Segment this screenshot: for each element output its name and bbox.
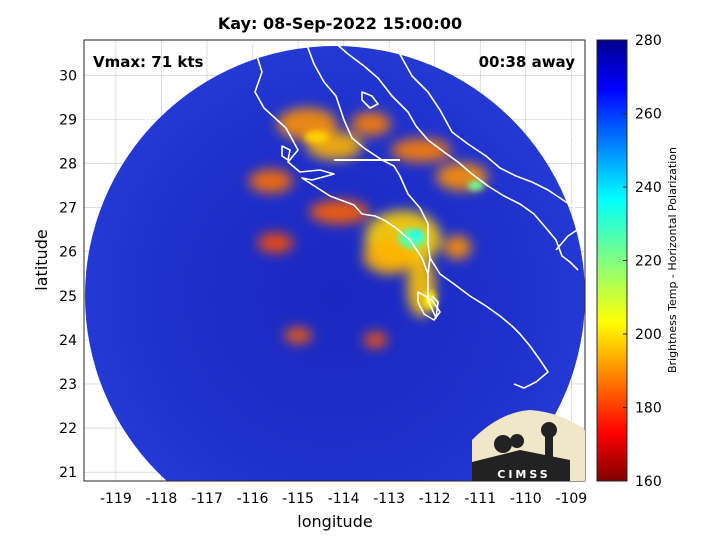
x-tick-label: -109: [555, 491, 587, 507]
logo-building: [472, 450, 570, 481]
convective-core: [424, 290, 437, 311]
mainland-far-east: [555, 225, 585, 251]
lower-cape-outline: [417, 291, 441, 321]
convective-core: [467, 180, 484, 191]
colorbar-tick-label: 160: [635, 474, 662, 490]
cloud-region: [277, 107, 338, 140]
cimss-logo: CIMSS: [472, 410, 585, 481]
y-tick-labels: 21 22 23 24 25 26 27 28 29 30: [59, 68, 77, 481]
cloud-region: [363, 238, 416, 275]
colorbar-tick-label: 260: [635, 107, 662, 123]
x-tick-label: -113: [373, 491, 405, 507]
cloud-region: [257, 232, 294, 253]
time-offset-label: 00:38 away: [479, 53, 576, 71]
x-tick-label: -110: [510, 491, 542, 507]
x-tick-label: -114: [328, 491, 360, 507]
swath-disk: [85, 46, 585, 481]
us-mexico-east-edge: [565, 139, 585, 153]
x-tick-label: -112: [419, 491, 451, 507]
axes-frame: [83, 39, 586, 482]
cedros-island: [143, 109, 153, 123]
plot-title: Kay: 08-Sep-2022 15:00:00: [218, 14, 462, 33]
microwave-swath: [85, 46, 585, 481]
convective-core: [410, 229, 423, 240]
colorbar-tick-labels: 160 180 200 220 240 260 280: [623, 33, 662, 490]
logo-tower-tank: [541, 422, 557, 438]
y-tick-label: 30: [59, 68, 77, 84]
logo-dish-1: [494, 435, 512, 453]
logo-text: CIMSS: [497, 468, 550, 481]
colorbar-tick-label: 220: [635, 254, 662, 270]
mainland-interior-outline: [391, 40, 585, 223]
y-tick-label: 28: [59, 156, 77, 172]
cloud-region: [248, 169, 293, 194]
cloud-region: [443, 235, 472, 260]
cloud-region: [350, 111, 391, 136]
colorbar-tick-label: 280: [635, 33, 662, 49]
colorbar-tick-label: 240: [635, 180, 662, 196]
logo-dish-2: [510, 434, 524, 448]
mainland-mexico-coast: [331, 40, 579, 271]
cloud-region: [391, 138, 452, 163]
y-tick-label: 22: [59, 421, 77, 437]
y-tick-label: 27: [59, 201, 77, 217]
x-tick-label: -111: [464, 491, 496, 507]
gulf-island-1: [361, 91, 379, 109]
coastlines: [143, 40, 585, 389]
y-tick-label: 21: [59, 465, 77, 481]
cloud-region: [363, 331, 388, 348]
colorbar-label: Brightness Temp - Horizontal Polarizatio…: [666, 147, 679, 373]
y-tick-label: 24: [59, 333, 77, 349]
x-tick-label: -119: [100, 491, 132, 507]
x-tick-labels: -119 -118 -117 -116 -115 -114 -113 -112 -111 -110…: [100, 491, 587, 507]
convective-core: [304, 131, 329, 144]
y-tick-label: 25: [59, 289, 77, 305]
colorbar: [596, 39, 628, 482]
y-axis-label: latitude: [32, 229, 51, 290]
baja-east-coast: [304, 40, 431, 275]
gulf-island-2: [281, 145, 291, 161]
y-tick-label: 29: [59, 112, 77, 128]
y-tick-label: 23: [59, 377, 77, 393]
x-tick-label: -117: [191, 491, 223, 507]
cloud-region: [284, 327, 313, 344]
colorbar-tick-label: 200: [635, 327, 662, 343]
x-tick-label: -116: [237, 491, 269, 507]
logo-tower: [545, 432, 553, 462]
colorbar-tick-label: 180: [635, 401, 662, 417]
x-tick-label: -115: [282, 491, 314, 507]
y-tick-label: 26: [59, 245, 77, 261]
x-tick-label: -118: [146, 491, 178, 507]
sinaloa-coast: [429, 257, 549, 389]
vmax-label: Vmax: 71 kts: [93, 53, 203, 71]
x-axis-label: longitude: [297, 512, 372, 531]
